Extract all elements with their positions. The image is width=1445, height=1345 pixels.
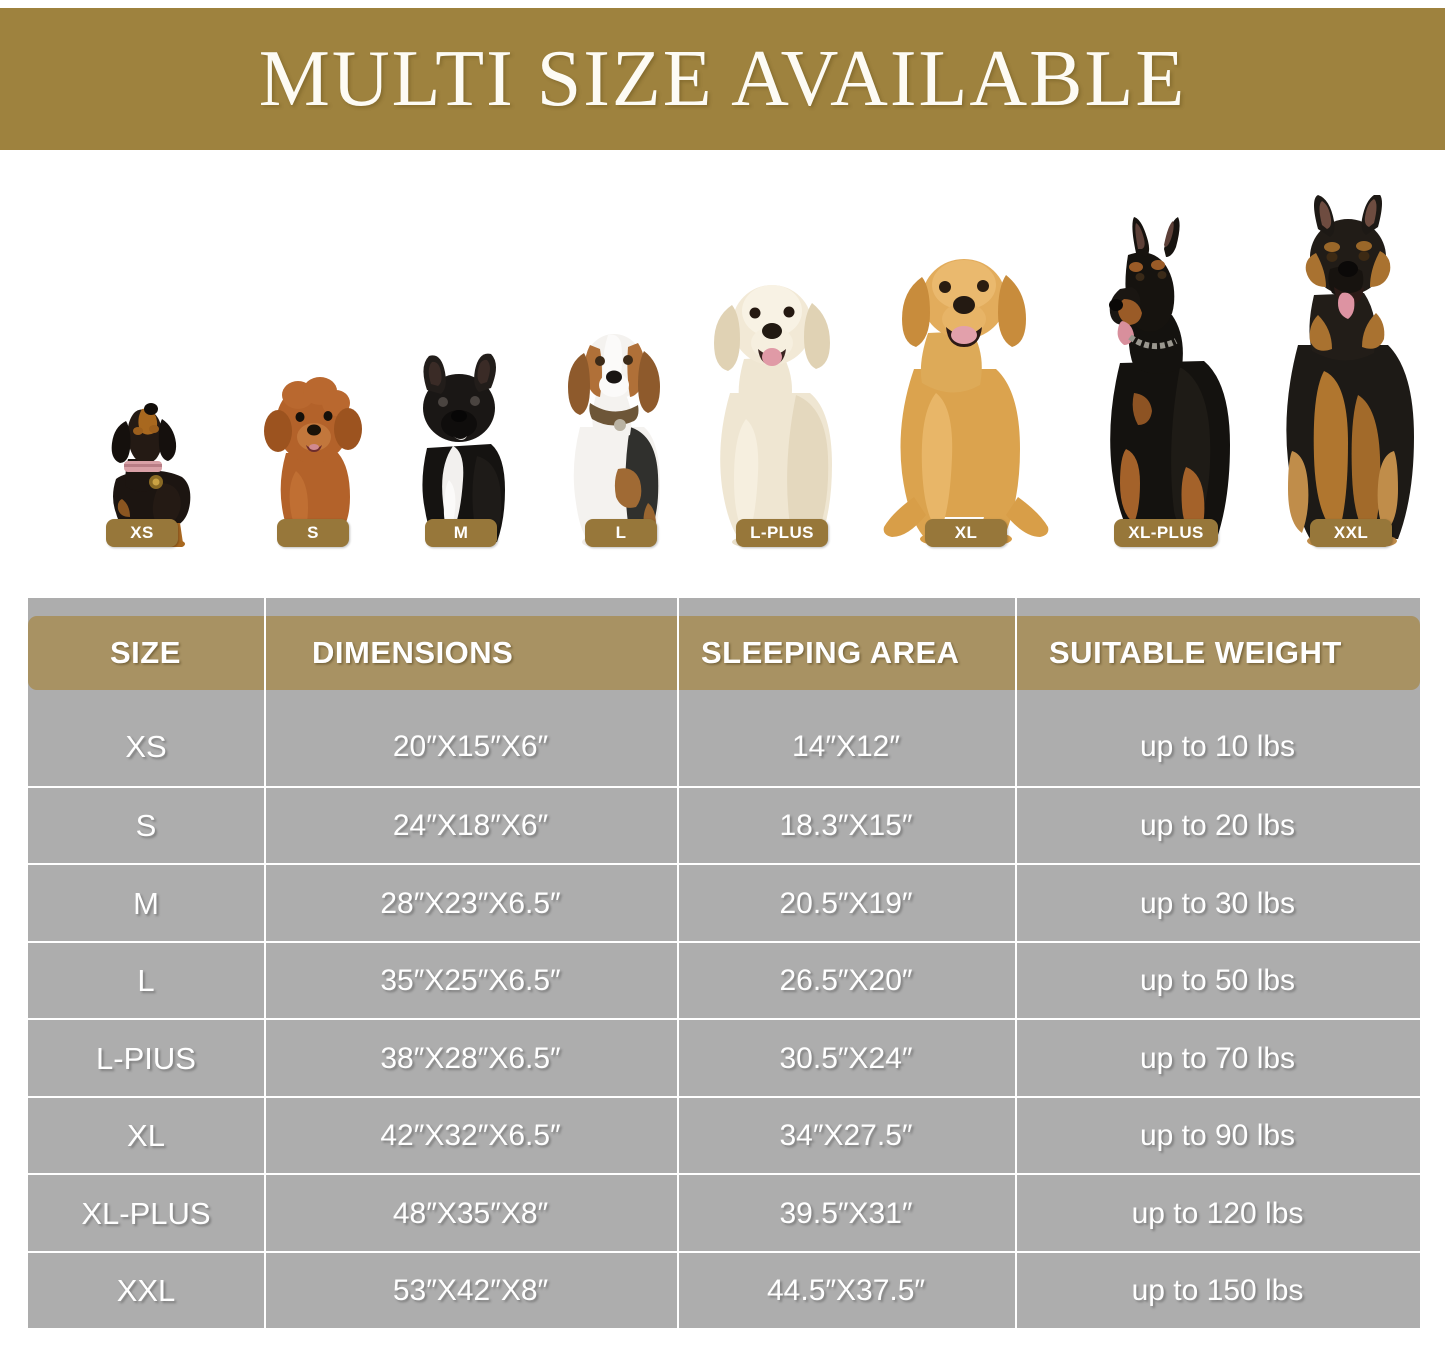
cell-dimensions: 20″X15″X6″ xyxy=(264,708,677,786)
table-header-row: SIZE DIMENSIONS SLEEPING AREA SUITABLE W… xyxy=(28,598,1420,708)
cell-suitable-weight: up to 10 lbs xyxy=(1015,708,1420,786)
dog-figure-m: M xyxy=(403,352,519,547)
page-title: MULTI SIZE AVAILABLE xyxy=(258,35,1187,123)
column-header-suitable-weight: SUITABLE WEIGHT xyxy=(1015,598,1420,708)
header-banner: MULTI SIZE AVAILABLE xyxy=(0,8,1445,150)
table-row: XXL 53″X42″X8″ 44.5″X37.5″ up to 150 lbs xyxy=(28,1250,1420,1331)
cell-dimensions: 35″X25″X6.5″ xyxy=(264,942,677,1021)
german-shepherd-icon xyxy=(1286,195,1414,547)
dog-figure-xl: XL xyxy=(866,247,1066,547)
dog-figure-xxl: XXL xyxy=(1262,195,1440,547)
dog-figure-s: S xyxy=(258,375,368,547)
cell-dimensions: 48″X35″X8″ xyxy=(264,1175,677,1253)
dog-figure-xs: XS xyxy=(78,387,206,547)
dog-lineup: XS xyxy=(0,150,1445,595)
table-row: XL 42″X32″X6.5″ 34″X27.5″ up to 90 lbs xyxy=(28,1095,1420,1176)
column-header-size: SIZE xyxy=(110,635,181,670)
size-badge-xl-plus: XL-PLUS xyxy=(1114,519,1218,547)
cell-dimensions: 42″X32″X6.5″ xyxy=(264,1097,677,1176)
table-row: XS 20″X15″X6″ 14″X12″ up to 10 lbs xyxy=(28,708,1420,786)
column-header-sleeping-area: SLEEPING AREA xyxy=(677,598,1015,708)
cell-dimensions: 24″X18″X6″ xyxy=(264,787,677,866)
cell-suitable-weight: up to 70 lbs xyxy=(1015,1020,1420,1098)
dog-figure-xl-plus: XL-PLUS xyxy=(1080,217,1252,547)
size-badge-l-plus: L-PLUS xyxy=(736,519,828,547)
table-row: M 28″X23″X6.5″ 20.5″X19″ up to 30 lbs xyxy=(28,863,1420,943)
beagle-icon xyxy=(568,334,660,547)
column-header-dimensions: DIMENSIONS xyxy=(264,598,677,708)
size-badge-s: S xyxy=(277,519,349,547)
table-row: XL-PLUS 48″X35″X8″ 39.5″X31″ up to 120 l… xyxy=(28,1173,1420,1253)
size-table: SIZE DIMENSIONS SLEEPING AREA SUITABLE W… xyxy=(28,598,1420,1331)
golden-retriever-icon xyxy=(883,259,1049,545)
cell-sleeping-area: 39.5″X31″ xyxy=(677,1175,1015,1253)
cell-size: XXL xyxy=(116,1273,176,1309)
cell-size: XL xyxy=(127,1118,165,1154)
cell-suitable-weight: up to 50 lbs xyxy=(1015,942,1420,1021)
table-row: L-PIUS 38″X28″X6.5″ 30.5″X24″ up to 70 l… xyxy=(28,1018,1420,1098)
cell-dimensions: 53″X42″X8″ xyxy=(264,1252,677,1331)
cell-suitable-weight: up to 90 lbs xyxy=(1015,1097,1420,1176)
cell-size: L xyxy=(137,963,155,999)
golden-retriever-cream-icon xyxy=(714,285,832,547)
dog-figure-l: L xyxy=(558,319,684,547)
cell-suitable-weight: up to 20 lbs xyxy=(1015,787,1420,866)
cell-sleeping-area: 44.5″X37.5″ xyxy=(677,1252,1015,1331)
cell-suitable-weight: up to 150 lbs xyxy=(1015,1252,1420,1331)
header-band-dimensions xyxy=(264,616,677,690)
dog-figure-l-plus: L-PLUS xyxy=(700,269,864,547)
size-badge-xs: XS xyxy=(106,519,178,547)
cell-size: L-PIUS xyxy=(96,1040,196,1076)
table-row: S 24″X18″X6″ 18.3″X15″ up to 20 lbs xyxy=(28,785,1420,866)
toy-poodle-icon xyxy=(264,377,362,547)
size-badge-xl: XL xyxy=(925,519,1007,547)
size-badge-l: L xyxy=(585,519,657,547)
cell-sleeping-area: 20.5″X19″ xyxy=(677,865,1015,943)
size-badge-xxl: XXL xyxy=(1310,519,1392,547)
french-bulldog-icon xyxy=(422,353,505,547)
cell-sleeping-area: 34″X27.5″ xyxy=(677,1097,1015,1176)
cell-sleeping-area: 26.5″X20″ xyxy=(677,942,1015,1021)
cell-sleeping-area: 14″X12″ xyxy=(677,708,1015,786)
cell-size: S xyxy=(135,808,157,844)
size-badge-m: M xyxy=(425,519,497,547)
header-band-sleeping-area xyxy=(677,616,1015,690)
cell-size: XS xyxy=(125,728,167,764)
header-band-size xyxy=(28,616,264,690)
table-row: L 35″X25″X6.5″ 26.5″X20″ up to 50 lbs xyxy=(28,940,1420,1021)
doberman-icon xyxy=(1109,217,1230,547)
cell-dimensions: 38″X28″X6.5″ xyxy=(264,1020,677,1098)
header-band-suitable-weight xyxy=(1015,616,1420,690)
cell-sleeping-area: 18.3″X15″ xyxy=(677,787,1015,866)
cell-dimensions: 28″X23″X6.5″ xyxy=(264,865,677,943)
cell-sleeping-area: 30.5″X24″ xyxy=(677,1020,1015,1098)
cell-size: XL-PLUS xyxy=(81,1195,211,1231)
cell-suitable-weight: up to 120 lbs xyxy=(1015,1175,1420,1253)
cell-size: M xyxy=(133,885,159,921)
cell-suitable-weight: up to 30 lbs xyxy=(1015,865,1420,943)
